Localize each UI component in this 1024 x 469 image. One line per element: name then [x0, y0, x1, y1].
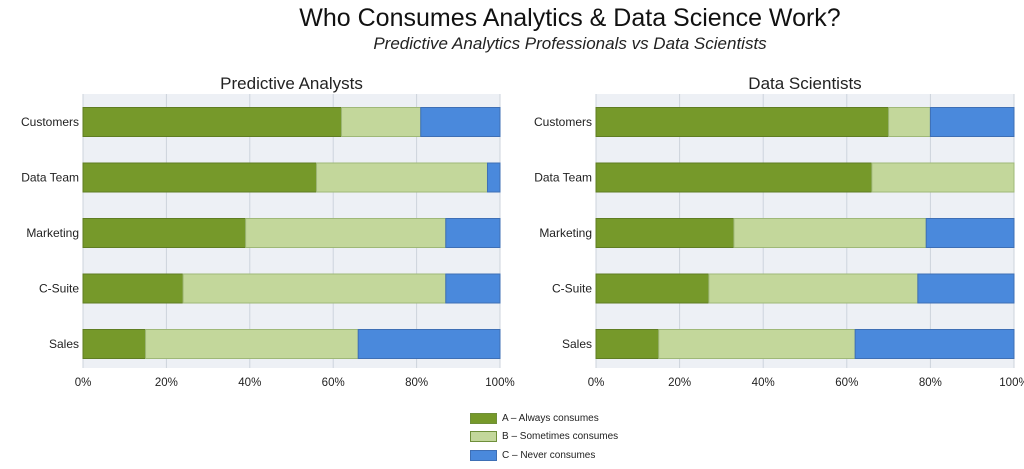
legend-label-never: C – Never consumes — [502, 449, 596, 461]
bar-segment-always — [82, 218, 247, 248]
panel-title: Predictive Analysts — [220, 74, 363, 93]
x-tick-label: 60% — [322, 377, 345, 389]
bar-segment-sometimes — [733, 218, 927, 248]
bar-segment-always — [595, 107, 890, 137]
chart-subtitle: Predictive Analytics Professionals vs Da… — [373, 34, 767, 53]
bar-segment-sometimes — [145, 329, 359, 359]
category-label: Data Team — [534, 171, 592, 185]
bar-segment-always — [595, 162, 873, 193]
bar-segment-never — [486, 162, 501, 193]
x-tick-label: 80% — [919, 377, 942, 389]
legend-swatch-sometimes — [470, 431, 497, 443]
bar-segment-always — [595, 329, 660, 359]
chart-panel-data-scientists: 0% 20% 40% 60% 80% 100% Data Scientists Custome… — [534, 74, 1024, 389]
bar-segment-sometimes — [871, 162, 1015, 193]
bar-segment-never — [357, 329, 501, 359]
legend-swatch-always — [470, 412, 497, 424]
x-tick-label: 20% — [668, 377, 691, 389]
bar-segment-sometimes — [316, 162, 488, 193]
category-label: Customers — [21, 115, 79, 129]
legend-swatch-never — [470, 449, 497, 461]
legend: A – Always consumes B – Sometimes consum… — [470, 409, 618, 465]
bar-segment-always — [595, 273, 710, 304]
bar-segment-always — [82, 273, 184, 304]
bar-segment-always — [595, 218, 735, 248]
bar-segment-sometimes — [245, 218, 447, 248]
chart-title: Who Consumes Analytics & Data Science Wo… — [299, 4, 841, 32]
bar-segment-never — [917, 273, 1015, 304]
panel-title: Data Scientists — [748, 74, 861, 93]
category-label: Sales — [562, 337, 592, 351]
bar-segment-never — [445, 218, 501, 248]
x-tick-label: 100% — [485, 377, 514, 389]
bar-segment-sometimes — [708, 273, 919, 304]
x-tick-label: 0% — [75, 377, 92, 389]
category-label: Marketing — [26, 226, 79, 240]
category-label: Marketing — [539, 226, 592, 240]
x-tick-label: 60% — [835, 377, 858, 389]
bar-segment-never — [445, 273, 501, 304]
bar-segment-always — [82, 162, 318, 193]
bar-segment-never — [929, 107, 1015, 137]
bar-segment-sometimes — [341, 107, 422, 137]
x-tick-label: 0% — [588, 377, 605, 389]
category-label: C-Suite — [552, 282, 592, 296]
bar-segment-sometimes — [658, 329, 856, 359]
bar-segment-sometimes — [182, 273, 447, 304]
legend-item-always: A – Always consumes — [470, 409, 618, 428]
chart-panel-predictive-analysts: 0% 20% 40% 60% 80% 100% Predictive Analysts Cus… — [21, 74, 515, 389]
x-tick-label: 80% — [405, 377, 428, 389]
category-label: Customers — [534, 115, 592, 129]
bar-segment-sometimes — [888, 107, 931, 137]
bar-segment-always — [82, 107, 343, 137]
bar-segment-never — [420, 107, 501, 137]
x-tick-label: 40% — [238, 377, 261, 389]
category-label: Data Team — [21, 171, 79, 185]
bar-segment-never — [925, 218, 1015, 248]
legend-label-always: A – Always consumes — [502, 412, 599, 424]
legend-item-never: C – Never consumes — [470, 446, 618, 465]
category-label: C-Suite — [39, 282, 79, 296]
x-tick-label: 40% — [752, 377, 775, 389]
x-tick-label: 100% — [999, 377, 1024, 389]
legend-label-sometimes: B – Sometimes consumes — [502, 431, 619, 443]
category-label: Sales — [49, 337, 79, 351]
legend-item-sometimes: B – Sometimes consumes — [470, 428, 618, 447]
bar-segment-never — [854, 329, 1015, 359]
bar-segment-always — [82, 329, 147, 359]
x-tick-label: 20% — [155, 377, 178, 389]
